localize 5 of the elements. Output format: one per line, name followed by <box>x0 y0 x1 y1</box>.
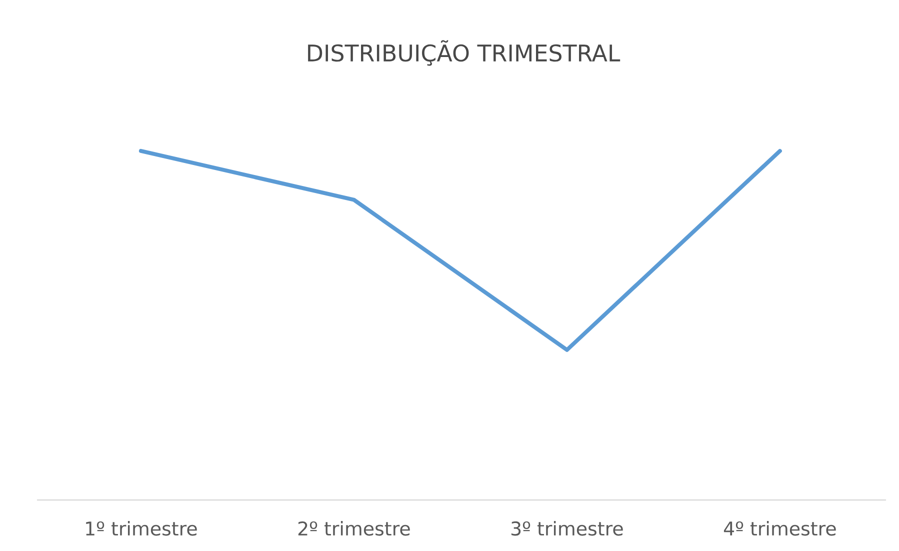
x-tick-label: 4º trimestre <box>724 521 836 536</box>
x-tick-label: 1º trimestre <box>86 521 197 536</box>
x-tick-label: 2º trimestre <box>298 521 410 536</box>
chart-title: DISTRIBUIÇÃO TRIMESTRAL <box>308 40 620 66</box>
x-tick-label: 3º trimestre <box>511 521 623 536</box>
